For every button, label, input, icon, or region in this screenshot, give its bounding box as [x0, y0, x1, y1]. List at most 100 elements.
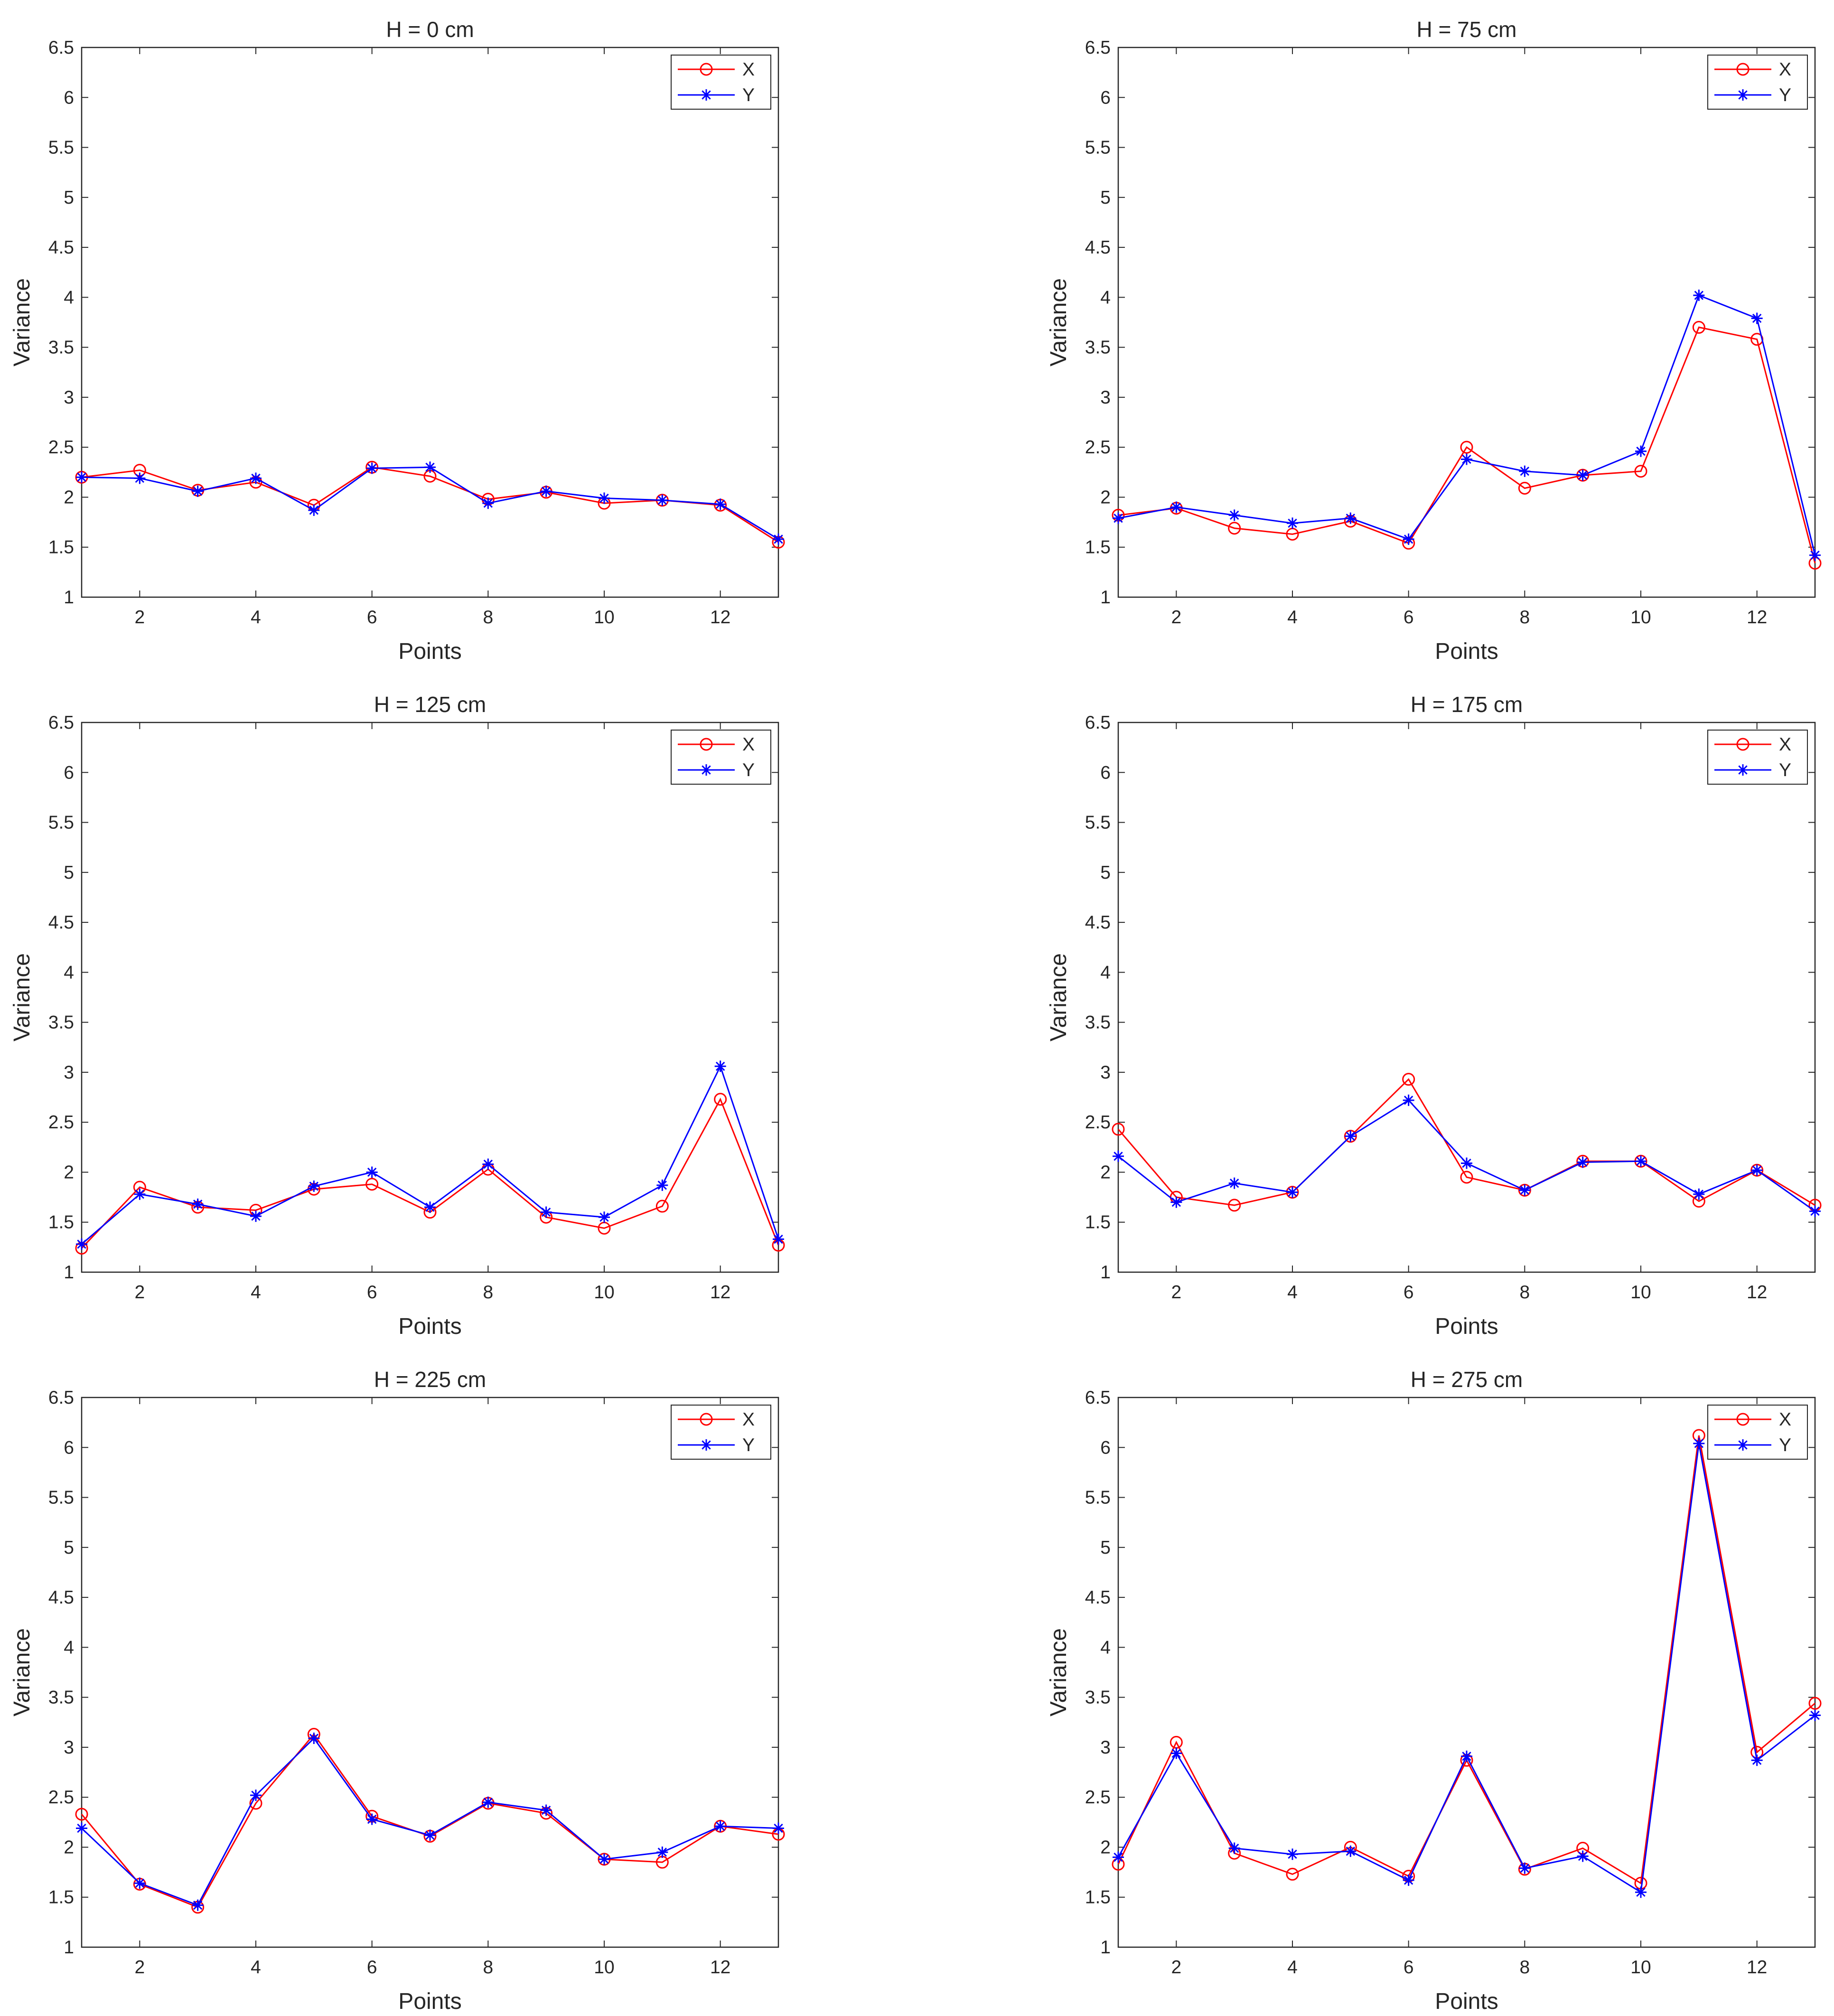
y-tick-label: 2.5: [1085, 1787, 1111, 1808]
y-tick-label: 6: [64, 1437, 74, 1458]
y-tick-label: 4.5: [1085, 912, 1111, 933]
data-point-y: [308, 504, 320, 516]
data-point-y: [1635, 1155, 1647, 1167]
x-tick-label: 4: [1287, 1282, 1298, 1303]
x-tick-label: 6: [367, 607, 377, 628]
y-tick-label: 5: [64, 188, 74, 208]
chart-title: H = 125 cm: [374, 692, 487, 717]
y-tick-label: 5.5: [1085, 138, 1111, 158]
data-point-y: [1519, 1862, 1531, 1874]
legend-label-y: Y: [742, 760, 755, 780]
y-tick-label: 3.5: [1085, 1013, 1111, 1033]
data-point-y: [1635, 445, 1647, 457]
legend-marker-x: [1736, 738, 1750, 751]
y-tick-label: 6.5: [1085, 38, 1111, 58]
data-point-y: [1228, 509, 1240, 521]
data-point-y: [1228, 1177, 1240, 1189]
legend-marker-x: [700, 1413, 713, 1426]
data-point-y: [424, 461, 436, 473]
data-point-y: [773, 1233, 784, 1245]
data-point-y: [1809, 549, 1821, 561]
y-tick-label: 3.5: [1085, 338, 1111, 358]
x-tick-label: 8: [1519, 607, 1530, 628]
y-tick-label: 3.5: [48, 1688, 74, 1708]
chart-panel-1: H = 0 cm Points Variance 1 1.5 2 2.5 3 3.5 4 4.5 5 5…: [9, 17, 785, 664]
y-tick-label: 5: [1100, 863, 1111, 883]
data-point-y: [714, 1820, 726, 1832]
y-tick-label: 2: [64, 1837, 74, 1857]
data-point-y: [714, 1060, 726, 1072]
series-y: [1113, 1094, 1821, 1217]
data-point-x: [1634, 465, 1647, 478]
x-tick-label: 12: [710, 607, 730, 628]
legend-marker-y: [1737, 89, 1749, 101]
chart-panel-4: H = 175 cm Points Variance 1 1.5 2 2.5 3 3.5 4 4.5…: [1046, 692, 1822, 1339]
legend-marker-x: [700, 63, 713, 76]
legend-box: [671, 1405, 771, 1460]
data-point-y: [1751, 1754, 1763, 1766]
x-axis-label: Points: [1435, 639, 1498, 664]
data-point-x: [1460, 1171, 1473, 1184]
y-tick-label: 5: [64, 863, 74, 883]
x-tick-label: 4: [251, 1282, 261, 1303]
x-tick-label: 6: [1404, 1957, 1414, 1978]
legend-marker-y: [701, 1439, 712, 1451]
x-tick-label: 2: [134, 607, 145, 628]
y-tick-label: 2: [1100, 1837, 1111, 1857]
y-axis-label: Variance: [9, 953, 35, 1041]
chart-title: H = 275 cm: [1411, 1367, 1523, 1392]
legend-label-y: Y: [742, 85, 755, 105]
y-tick-label: 4: [1100, 962, 1111, 983]
series-y: [1113, 290, 1821, 561]
legend-marker-y: [701, 89, 712, 101]
data-point-y: [1345, 1845, 1357, 1857]
data-point-y: [424, 1201, 436, 1213]
data-point-y: [1809, 1205, 1821, 1217]
series-y: [76, 461, 784, 545]
y-tick-label: 3: [1100, 387, 1111, 408]
y-tick-label: 1: [1100, 1937, 1111, 1958]
data-point-y: [540, 1206, 552, 1218]
x-tick-label: 10: [594, 1282, 614, 1303]
y-tick-label: 3: [64, 1737, 74, 1758]
x-axis-label: Points: [1435, 1314, 1498, 1339]
series-line-x: [1118, 326, 1816, 563]
data-point-x: [1112, 1123, 1125, 1136]
legend-label-y: Y: [1779, 1435, 1791, 1455]
y-tick-label: 1.5: [1085, 1212, 1111, 1233]
chart-panel-2: H = 75 cm Points Variance 1 1.5 2 2.5 3 3.5 4 4.5 5…: [1046, 17, 1822, 664]
y-tick-label: 2.5: [48, 437, 74, 458]
y-tick-label: 1: [1100, 587, 1111, 608]
chart-title: H = 225 cm: [374, 1367, 487, 1392]
chart-panel-5: H = 225 cm Points Variance 1 1.5 2 2.5 3 3.5 4 4.5…: [9, 1367, 785, 2014]
y-tick-label: 1.5: [48, 1212, 74, 1233]
data-point-x: [655, 1200, 669, 1213]
y-tick-label: 3: [64, 387, 74, 408]
legend-marker-y: [1737, 1439, 1749, 1451]
data-point-y: [1461, 453, 1472, 465]
y-tick-label: 4.5: [48, 237, 74, 258]
y-tick-label: 2.5: [48, 1112, 74, 1133]
y-axis-label: Variance: [1046, 953, 1071, 1041]
data-point-y: [76, 1238, 87, 1250]
y-axis-label: Variance: [9, 1628, 35, 1716]
x-tick-label: 2: [134, 1957, 145, 1978]
x-tick-label: 12: [1747, 1957, 1767, 1978]
legend-label-x: X: [742, 59, 755, 80]
legend: XY: [671, 1405, 771, 1460]
y-tick-label: 4.5: [1085, 237, 1111, 258]
y-tick-label: 1.5: [48, 537, 74, 558]
series-y: [1113, 1437, 1821, 1898]
data-point-y: [192, 1198, 204, 1210]
y-tick-label: 1: [64, 1937, 74, 1958]
x-tick-label: 2: [1171, 607, 1181, 628]
y-tick-label: 3: [1100, 1737, 1111, 1758]
legend-box: [1707, 1405, 1808, 1460]
plot-area: [1117, 1397, 1816, 1948]
data-point-y: [250, 1210, 262, 1222]
chart-title: H = 175 cm: [1411, 692, 1523, 717]
y-tick-label: 2: [1100, 487, 1111, 507]
data-point-y: [1113, 1150, 1124, 1162]
legend-marker-y: [701, 764, 712, 776]
